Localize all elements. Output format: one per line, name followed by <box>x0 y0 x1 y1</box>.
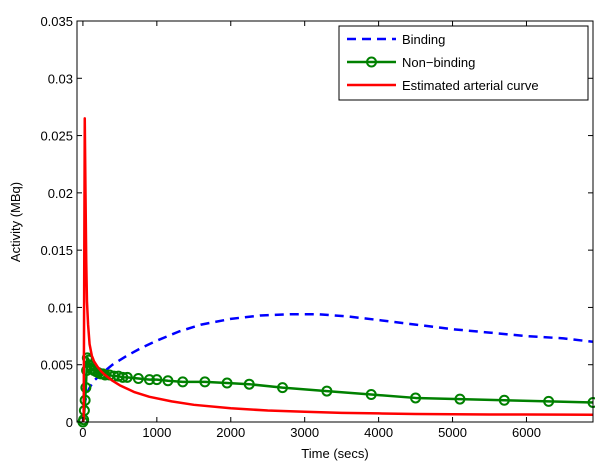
y-tick-label: 0.025 <box>40 129 73 144</box>
series-point-1 <box>151 374 163 386</box>
legend-label-0: Binding <box>402 32 445 47</box>
series-point-1 <box>177 376 189 388</box>
series-point-1 <box>454 393 466 405</box>
series-point-1 <box>79 394 91 406</box>
series-point-1 <box>243 378 255 390</box>
y-tick-label: 0.015 <box>40 243 73 258</box>
series-point-1 <box>221 377 233 389</box>
series-point-1 <box>132 372 144 384</box>
series-point-1 <box>410 392 422 404</box>
series-point-1 <box>80 382 92 394</box>
series-point-1 <box>162 375 174 387</box>
y-axis-ticks: 0 0.005 0.01 0.015 0.02 0.025 0.03 0.035 <box>40 14 593 430</box>
y-tick-label: 0.005 <box>40 358 73 373</box>
legend: Binding Non−binding Estimated arterial cur… <box>338 25 589 101</box>
x-tick-label: 2000 <box>216 425 245 440</box>
series-point-1 <box>117 371 129 383</box>
y-tick-label: 0 <box>66 415 73 430</box>
x-tick-label: 0 <box>79 425 86 440</box>
series-point-1 <box>365 389 377 401</box>
y-tick-label: 0.01 <box>48 300 73 315</box>
series-point-1 <box>143 374 155 386</box>
legend-marker-1 <box>366 56 377 68</box>
series-point-1 <box>277 382 289 394</box>
legend-label-1: Non−binding <box>402 55 475 70</box>
series-point-1 <box>321 385 333 397</box>
series-point-1 <box>543 395 555 407</box>
legend-label-2: Estimated arterial curve <box>402 78 539 93</box>
y-tick-label: 0.02 <box>48 186 73 201</box>
series-layer <box>77 117 595 428</box>
legend-entries: Binding Non−binding Estimated arterial cur… <box>347 32 539 93</box>
x-axis-label: Time (secs) <box>301 446 368 461</box>
y-axis-label: Activity (MBq) <box>8 182 23 262</box>
series-point-1 <box>199 376 211 388</box>
y-tick-label: 0.035 <box>40 14 73 29</box>
x-tick-label: 5000 <box>438 425 467 440</box>
x-tick-label: 3000 <box>290 425 319 440</box>
x-tick-label: 6000 <box>512 425 541 440</box>
series-line-2 <box>81 117 593 422</box>
x-tick-label: 4000 <box>364 425 393 440</box>
series-point-1 <box>121 371 133 383</box>
x-axis-ticks: 0 1000 2000 3000 4000 5000 6000 <box>79 21 541 440</box>
axes-box <box>76 20 594 423</box>
x-tick-label: 1000 <box>142 425 171 440</box>
y-tick-label: 0.03 <box>48 71 73 86</box>
series-point-1 <box>498 394 510 406</box>
